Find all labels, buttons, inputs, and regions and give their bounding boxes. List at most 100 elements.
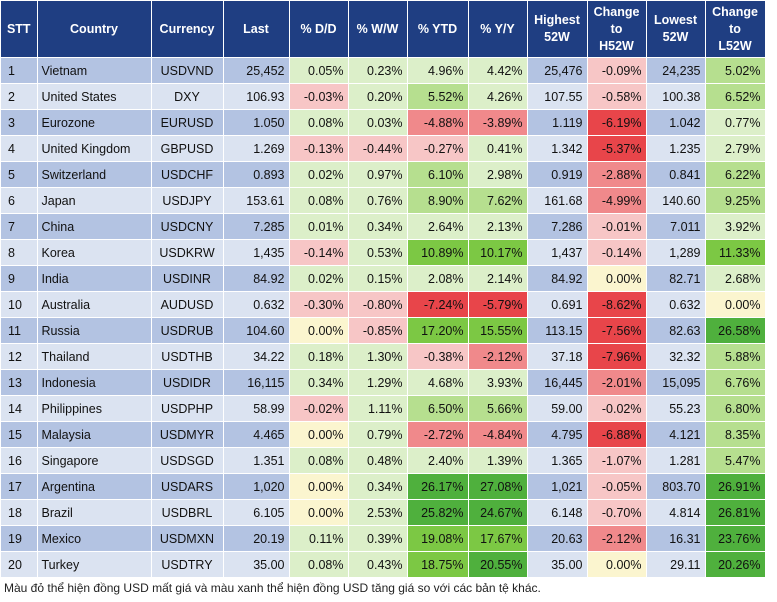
- cell-low52: 1,289: [646, 239, 706, 266]
- cell-ytd: -7.24%: [407, 291, 469, 318]
- cell-dd: 0.00%: [289, 473, 349, 500]
- cell-ytd: 8.90%: [407, 187, 469, 214]
- cell-chg-h52: -0.14%: [587, 239, 647, 266]
- cell-ytd: 26.17%: [407, 473, 469, 500]
- cell-low52: 803.70: [646, 473, 706, 500]
- cell-stt: 12: [1, 343, 38, 370]
- cell-dd: 0.08%: [289, 447, 349, 474]
- table-row: 15 Malaysia USDMYR 4.465 0.00% 0.79% -2.72% -4.…: [1, 421, 766, 448]
- cell-country: Indonesia: [37, 369, 152, 396]
- cell-stt: 10: [1, 291, 38, 318]
- cell-yy: -2.12%: [468, 343, 528, 370]
- table-row: 19 Mexico USDMXN 20.19 0.11% 0.39% 19.08% 17.67…: [1, 525, 766, 552]
- cell-ww: 0.20%: [348, 83, 408, 110]
- cell-low52: 29.11: [646, 551, 706, 578]
- table-row: 7 China USDCNY 7.285 0.01% 0.34% 2.64% 2.13% 7.2…: [1, 213, 766, 240]
- cell-last: 1.269: [223, 135, 290, 162]
- column-header-yy: % Y/Y: [468, 1, 528, 58]
- cell-ww: 0.39%: [348, 525, 408, 552]
- column-header-chg-l52: Change to L52W: [705, 1, 766, 58]
- cell-country: United States: [37, 83, 152, 110]
- cell-yy: 0.41%: [468, 135, 528, 162]
- column-header-chg-h52: Change to H52W: [587, 1, 647, 58]
- cell-stt: 8: [1, 239, 38, 266]
- cell-country: Turkey: [37, 551, 152, 578]
- cell-last: 16,115: [223, 369, 290, 396]
- cell-low52: 1.281: [646, 447, 706, 474]
- cell-yy: 5.66%: [468, 395, 528, 422]
- cell-last: 35.00: [223, 551, 290, 578]
- table-row: 17 Argentina USDARS 1,020 0.00% 0.34% 26.17% 27…: [1, 473, 766, 500]
- column-header-low52: Lowest 52W: [646, 1, 706, 58]
- cell-country: Russia: [37, 317, 152, 344]
- cell-yy: -3.89%: [468, 109, 528, 136]
- cell-last: 6.105: [223, 499, 290, 526]
- cell-currency: USDTRY: [151, 551, 224, 578]
- cell-yy: -4.84%: [468, 421, 528, 448]
- cell-low52: 140.60: [646, 187, 706, 214]
- cell-low52: 4.814: [646, 499, 706, 526]
- cell-dd: 0.08%: [289, 109, 349, 136]
- cell-chg-l52: 5.88%: [705, 343, 766, 370]
- cell-low52: 1.042: [646, 109, 706, 136]
- cell-country: Thailand: [37, 343, 152, 370]
- cell-high52: 0.691: [527, 291, 588, 318]
- cell-chg-l52: 5.02%: [705, 57, 766, 84]
- cell-dd: 0.00%: [289, 499, 349, 526]
- cell-currency: GBPUSD: [151, 135, 224, 162]
- cell-chg-h52: -4.99%: [587, 187, 647, 214]
- cell-yy: 4.26%: [468, 83, 528, 110]
- cell-dd: 0.08%: [289, 551, 349, 578]
- cell-high52: 1,437: [527, 239, 588, 266]
- cell-high52: 84.92: [527, 265, 588, 292]
- cell-stt: 5: [1, 161, 38, 188]
- cell-chg-h52: -0.09%: [587, 57, 647, 84]
- cell-currency: EURUSD: [151, 109, 224, 136]
- table-row: 13 Indonesia USDIDR 16,115 0.34% 1.29% 4.68% 3.…: [1, 369, 766, 396]
- cell-country: Eurozone: [37, 109, 152, 136]
- cell-currency: USDSGD: [151, 447, 224, 474]
- cell-dd: -0.03%: [289, 83, 349, 110]
- cell-chg-l52: 9.25%: [705, 187, 766, 214]
- cell-currency: USDRUB: [151, 317, 224, 344]
- cell-chg-h52: -0.70%: [587, 499, 647, 526]
- cell-chg-h52: -2.12%: [587, 525, 647, 552]
- cell-dd: -0.02%: [289, 395, 349, 422]
- cell-ytd: 6.50%: [407, 395, 469, 422]
- cell-high52: 113.15: [527, 317, 588, 344]
- cell-ww: -0.44%: [348, 135, 408, 162]
- cell-high52: 16,445: [527, 369, 588, 396]
- cell-low52: 82.71: [646, 265, 706, 292]
- cell-low52: 15,095: [646, 369, 706, 396]
- cell-ytd: 4.96%: [407, 57, 469, 84]
- cell-chg-h52: -8.62%: [587, 291, 647, 318]
- cell-chg-h52: -0.02%: [587, 395, 647, 422]
- cell-yy: 24.67%: [468, 499, 528, 526]
- table-row: 5 Switzerland USDCHF 0.893 0.02% 0.97% 6.10% 2.…: [1, 161, 766, 188]
- cell-ww: 0.43%: [348, 551, 408, 578]
- cell-country: India: [37, 265, 152, 292]
- cell-ww: -0.80%: [348, 291, 408, 318]
- cell-currency: USDVND: [151, 57, 224, 84]
- cell-ytd: 2.40%: [407, 447, 469, 474]
- table-row: 10 Australia AUDUSD 0.632 -0.30% -0.80% -7.24%…: [1, 291, 766, 318]
- cell-ytd: 2.64%: [407, 213, 469, 240]
- cell-yy: 1.39%: [468, 447, 528, 474]
- cell-ww: 0.97%: [348, 161, 408, 188]
- cell-chg-l52: 20.26%: [705, 551, 766, 578]
- cell-currency: USDIDR: [151, 369, 224, 396]
- cell-dd: 0.05%: [289, 57, 349, 84]
- cell-yy: 17.67%: [468, 525, 528, 552]
- cell-currency: USDPHP: [151, 395, 224, 422]
- cell-high52: 59.00: [527, 395, 588, 422]
- cell-high52: 1.365: [527, 447, 588, 474]
- cell-chg-h52: -2.01%: [587, 369, 647, 396]
- cell-low52: 24,235: [646, 57, 706, 84]
- cell-ytd: 10.89%: [407, 239, 469, 266]
- column-header-stt: STT: [1, 1, 38, 58]
- cell-ww: 0.53%: [348, 239, 408, 266]
- table-row: 6 Japan USDJPY 153.61 0.08% 0.76% 8.90% 7.62% 16…: [1, 187, 766, 214]
- cell-last: 4.465: [223, 421, 290, 448]
- cell-yy: 10.17%: [468, 239, 528, 266]
